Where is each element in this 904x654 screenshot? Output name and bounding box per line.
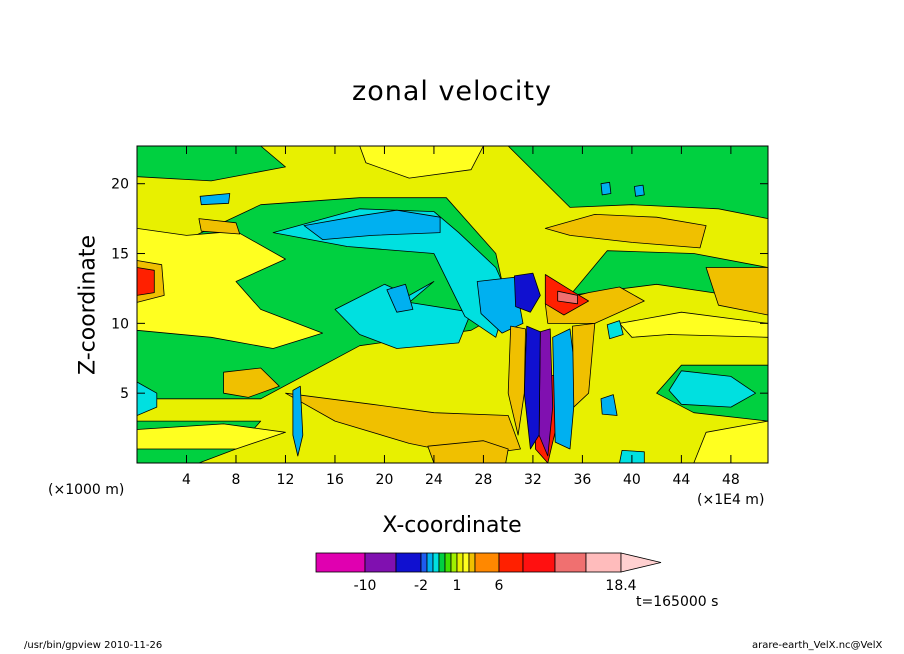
contour-region-3 <box>507 146 768 220</box>
contour-region-11 <box>137 381 158 416</box>
contour-region-30 <box>223 367 280 398</box>
contour-region-17 <box>514 272 541 313</box>
contour-region-23 <box>544 213 707 249</box>
x-tick-label: 12 <box>277 472 295 488</box>
contour-region-6 <box>569 250 768 310</box>
colorbar-arrow <box>620 552 662 573</box>
x-tick-label: 16 <box>326 472 344 488</box>
x-tick-label: 4 <box>182 472 191 488</box>
x-tick-label: 32 <box>524 472 542 488</box>
colorbar-box <box>462 552 470 573</box>
z-tick-label: 10 <box>111 316 129 332</box>
contour-field <box>137 146 768 463</box>
contour-region-29 <box>427 440 509 463</box>
contour-region-26 <box>705 267 768 316</box>
contour-region-34 <box>557 290 578 305</box>
z-axis: 5 10 15 20 <box>111 177 768 402</box>
x-tick-label: 44 <box>672 472 690 488</box>
colorbar-box <box>554 552 587 573</box>
footer-right: arare-earth_VelX.nc@VelX <box>752 640 883 651</box>
contour-region-37 <box>552 328 577 450</box>
z-tick-label: 5 <box>120 386 129 402</box>
contour-region-42 <box>634 184 645 197</box>
contour-region-24 <box>285 392 521 457</box>
colorbar-box <box>395 552 422 573</box>
x-tick-label: 28 <box>475 472 493 488</box>
colorbar-box <box>444 552 452 573</box>
colorbar-label: 6 <box>495 578 504 594</box>
z-unit-label: (×1000 m) <box>48 482 125 498</box>
colorbar-label: 18.4 <box>605 578 636 594</box>
colorbar-box <box>364 552 397 573</box>
colorbar-box <box>426 552 434 573</box>
contour-region-22 <box>619 311 768 338</box>
time-label: t=165000 s <box>636 594 719 610</box>
contour-region-19 <box>359 146 484 179</box>
contour-region-38 <box>507 325 526 436</box>
contour-region-27 <box>544 286 645 324</box>
contour-region-21 <box>137 423 286 450</box>
contour-region-39 <box>572 322 596 408</box>
colorbar-box <box>438 552 446 573</box>
x-tick-label: 36 <box>573 472 591 488</box>
contour-region-33 <box>137 267 155 296</box>
footer-left: /usr/bin/gpview 2010-11-26 <box>24 640 163 651</box>
x-unit-label: (×1E4 m) <box>697 492 765 508</box>
x-tick-label: 48 <box>722 472 740 488</box>
colorbar-box <box>474 552 500 573</box>
contour-region-20 <box>693 420 768 463</box>
contour-region-16 <box>600 394 618 416</box>
colorbar-box <box>420 552 428 573</box>
colorbar-label: 1 <box>453 578 462 594</box>
colorbar-box <box>432 552 440 573</box>
contour-region-28 <box>198 218 241 235</box>
plot-frame <box>136 145 769 464</box>
contour-region-15 <box>386 283 414 313</box>
contour-region-43 <box>600 181 612 196</box>
x-tick-label: 20 <box>376 472 394 488</box>
contour-region-40 <box>292 385 304 457</box>
colorbar-box <box>522 552 556 573</box>
colorbar-label: -10 <box>354 578 377 594</box>
colorbar-box <box>468 552 476 573</box>
contour-region-2 <box>137 146 286 182</box>
x-axis-label: X-coordinate <box>382 513 522 538</box>
contour-region-14 <box>199 193 231 206</box>
x-tick-label: 24 <box>425 472 443 488</box>
colorbar-box <box>498 552 524 573</box>
x-tick-label: 40 <box>623 472 641 488</box>
colorbar-box <box>456 552 464 573</box>
colorbar: -10 -2 1 6 18.4 <box>315 552 662 594</box>
colorbar-label: -2 <box>414 578 428 594</box>
chart-title: zonal velocity <box>352 76 552 107</box>
contour-region-12 <box>303 209 441 241</box>
z-tick-label: 15 <box>111 247 129 263</box>
contour-region-41 <box>606 320 624 340</box>
z-tick-label: 20 <box>111 177 129 193</box>
x-tick-label: 8 <box>232 472 241 488</box>
colorbar-box <box>450 552 458 573</box>
x-axis: 4 8 12 16 20 24 28 32 36 40 44 48 <box>182 146 740 488</box>
colorbar-box <box>585 552 622 573</box>
colorbar-box <box>315 552 366 573</box>
contour-region-10 <box>668 370 756 408</box>
